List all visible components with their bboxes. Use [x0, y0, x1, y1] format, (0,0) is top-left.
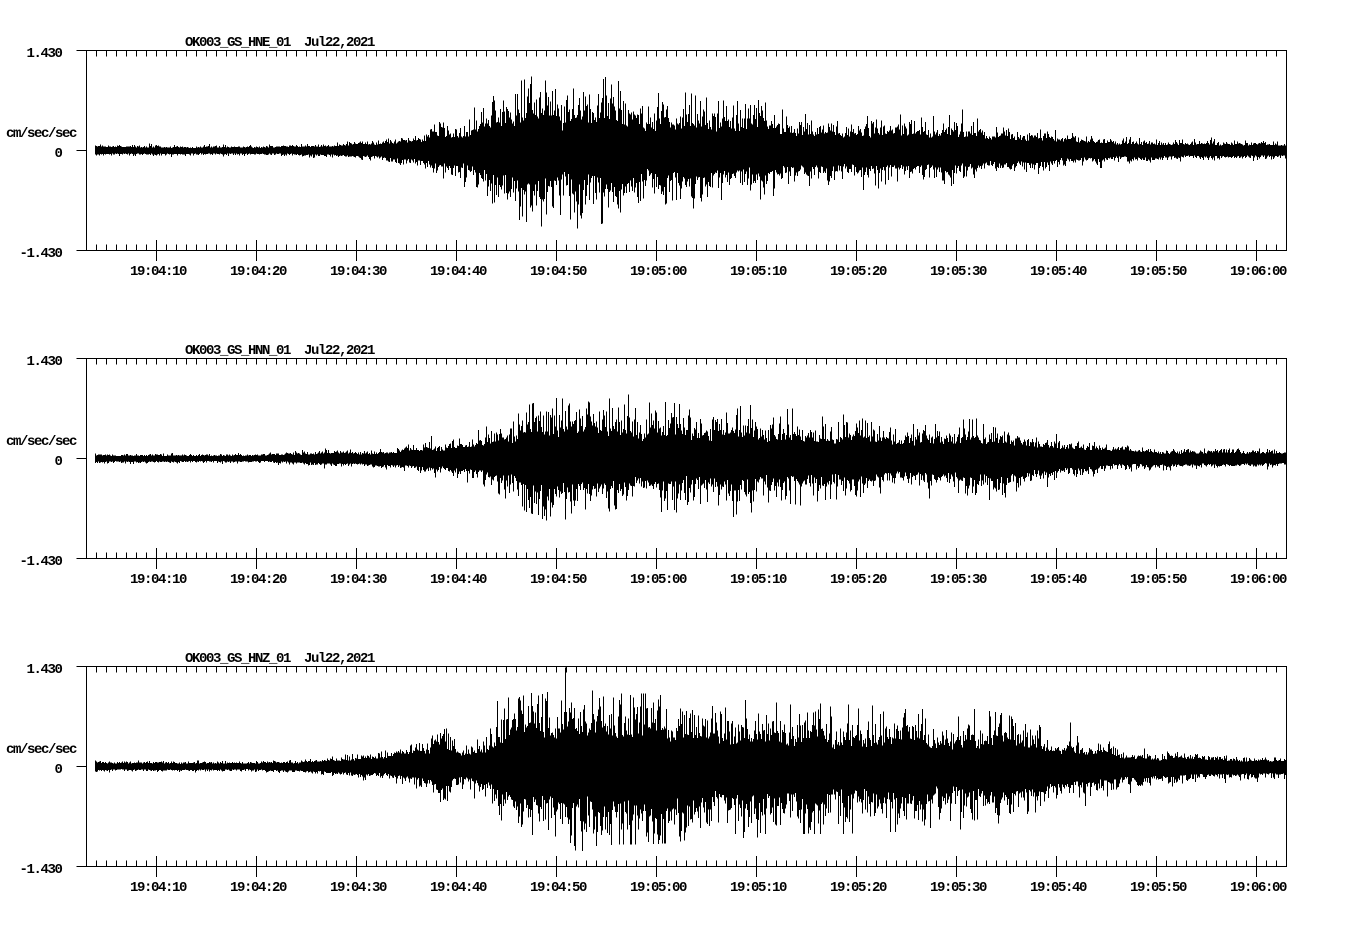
svg-text:19:05:30: 19:05:30: [930, 880, 987, 896]
svg-text:19:04:20: 19:04:20: [230, 572, 287, 588]
svg-text:19:05:00: 19:05:00: [630, 880, 687, 896]
svg-text:19:06:00: 19:06:00: [1230, 264, 1287, 280]
svg-text:19:04:50: 19:04:50: [530, 880, 587, 896]
svg-text:19:04:40: 19:04:40: [430, 264, 487, 280]
svg-text:1.430: 1.430: [26, 662, 62, 678]
svg-text:cm/sec/sec: cm/sec/sec: [6, 126, 77, 142]
svg-text:19:05:40: 19:05:40: [1030, 264, 1087, 280]
svg-text:19:04:10: 19:04:10: [130, 572, 187, 588]
svg-text:-1.430: -1.430: [19, 554, 62, 570]
svg-text:cm/sec/sec: cm/sec/sec: [6, 434, 77, 450]
svg-text:19:05:20: 19:05:20: [830, 264, 887, 280]
svg-text:19:04:50: 19:04:50: [530, 264, 587, 280]
svg-text:19:04:30: 19:04:30: [330, 572, 387, 588]
svg-text:OK003_GS_HNE_01 Jul22,2021: OK003_GS_HNE_01 Jul22,2021: [185, 35, 375, 51]
svg-text:-1.430: -1.430: [19, 246, 62, 262]
svg-text:19:05:20: 19:05:20: [830, 572, 887, 588]
svg-text:19:05:50: 19:05:50: [1130, 880, 1187, 896]
svg-text:19:06:00: 19:06:00: [1230, 880, 1287, 896]
svg-text:0: 0: [54, 454, 62, 470]
svg-text:cm/sec/sec: cm/sec/sec: [6, 742, 77, 758]
svg-text:19:05:40: 19:05:40: [1030, 572, 1087, 588]
svg-text:19:04:10: 19:04:10: [130, 264, 187, 280]
svg-text:19:06:00: 19:06:00: [1230, 572, 1287, 588]
svg-text:19:04:10: 19:04:10: [130, 880, 187, 896]
svg-text:19:05:20: 19:05:20: [830, 880, 887, 896]
svg-text:1.430: 1.430: [26, 46, 62, 62]
svg-text:OK003_GS_HNZ_01 Jul22,2021: OK003_GS_HNZ_01 Jul22,2021: [185, 651, 375, 667]
svg-text:19:05:10: 19:05:10: [730, 880, 787, 896]
svg-text:19:04:40: 19:04:40: [430, 572, 487, 588]
svg-text:19:05:10: 19:05:10: [730, 572, 787, 588]
svg-text:19:05:30: 19:05:30: [930, 264, 987, 280]
svg-text:19:05:00: 19:05:00: [630, 264, 687, 280]
svg-text:19:04:30: 19:04:30: [330, 264, 387, 280]
svg-text:-1.430: -1.430: [19, 862, 62, 878]
svg-text:19:05:40: 19:05:40: [1030, 880, 1087, 896]
svg-text:1.430: 1.430: [26, 354, 62, 370]
svg-text:19:05:10: 19:05:10: [730, 264, 787, 280]
svg-text:19:05:00: 19:05:00: [630, 572, 687, 588]
svg-text:19:05:50: 19:05:50: [1130, 264, 1187, 280]
svg-text:19:04:40: 19:04:40: [430, 880, 487, 896]
svg-text:19:04:30: 19:04:30: [330, 880, 387, 896]
svg-text:19:04:20: 19:04:20: [230, 264, 287, 280]
svg-text:0: 0: [54, 146, 62, 162]
svg-text:19:04:50: 19:04:50: [530, 572, 587, 588]
svg-text:19:05:50: 19:05:50: [1130, 572, 1187, 588]
svg-text:19:04:20: 19:04:20: [230, 880, 287, 896]
svg-text:OK003_GS_HNN_01 Jul22,2021: OK003_GS_HNN_01 Jul22,2021: [185, 343, 375, 359]
svg-text:0: 0: [54, 762, 62, 778]
svg-text:19:05:30: 19:05:30: [930, 572, 987, 588]
